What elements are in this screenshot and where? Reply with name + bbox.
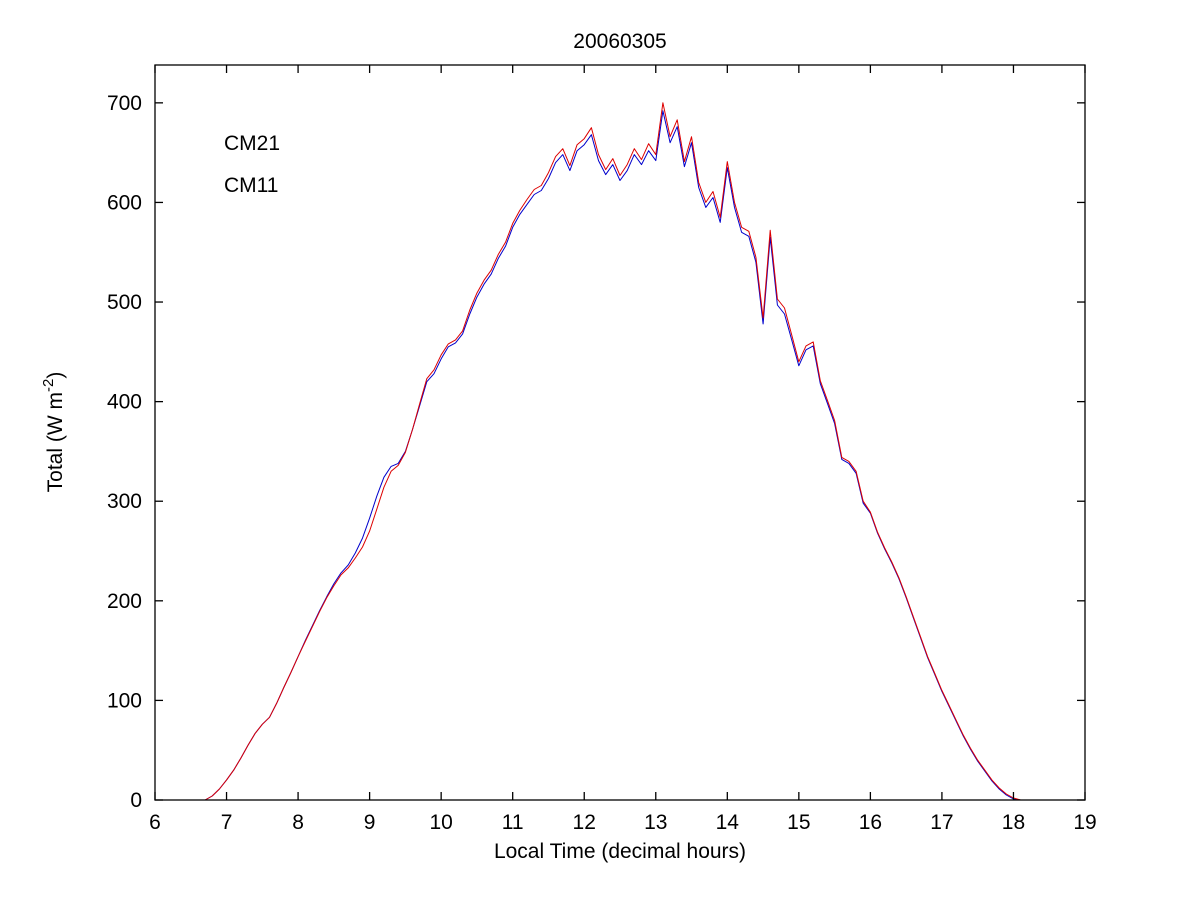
ticks-layer: 6 7 8 9 10 11 12 13 14 15 16 17 18 19 0 100 200 300 400 500… bbox=[107, 65, 1097, 834]
x-axis-label: Local Time (decimal hours) bbox=[494, 840, 746, 863]
y-axis-label-suffix: ) bbox=[44, 372, 67, 379]
y-tick-label: 400 bbox=[107, 391, 142, 414]
x-tick-label: 8 bbox=[292, 811, 304, 834]
x-tick-label: 16 bbox=[859, 811, 882, 834]
series-layer bbox=[204, 102, 1021, 801]
x-tick-label: 6 bbox=[149, 811, 161, 834]
x-tick-label: 19 bbox=[1073, 811, 1096, 834]
y-tick-label: 700 bbox=[107, 92, 142, 115]
series-line-cm21 bbox=[204, 110, 1021, 801]
chart-title: 20060305 bbox=[573, 30, 666, 53]
y-tick-label: 100 bbox=[107, 689, 142, 712]
y-tick-label: 600 bbox=[107, 191, 142, 214]
y-axis-label: Total (W m-2) bbox=[40, 372, 67, 493]
series-line-cm11 bbox=[204, 102, 1021, 801]
x-tick-label: 13 bbox=[644, 811, 667, 834]
x-tick-label: 12 bbox=[573, 811, 596, 834]
y-axis-label-prefix: Total (W m bbox=[44, 392, 67, 492]
legend-entry-cm11: CM11 bbox=[224, 174, 278, 197]
x-tick-label: 18 bbox=[1002, 811, 1025, 834]
x-tick-label: 11 bbox=[502, 811, 524, 834]
y-axis-label-superscript: -2 bbox=[40, 379, 57, 392]
x-tick-label: 9 bbox=[364, 811, 376, 834]
y-tick-label: 300 bbox=[107, 490, 142, 513]
axes-box bbox=[154, 64, 1086, 801]
x-tick-label: 14 bbox=[716, 811, 740, 834]
y-tick-label: 0 bbox=[130, 789, 142, 812]
legend-entry-cm21: CM21 bbox=[224, 132, 280, 155]
x-tick-label: 17 bbox=[930, 811, 953, 834]
x-tick-label: 7 bbox=[221, 811, 233, 834]
x-tick-label: 15 bbox=[787, 811, 810, 834]
x-tick-label: 10 bbox=[429, 811, 452, 834]
y-tick-label: 500 bbox=[107, 291, 142, 314]
y-tick-label: 200 bbox=[107, 590, 142, 613]
